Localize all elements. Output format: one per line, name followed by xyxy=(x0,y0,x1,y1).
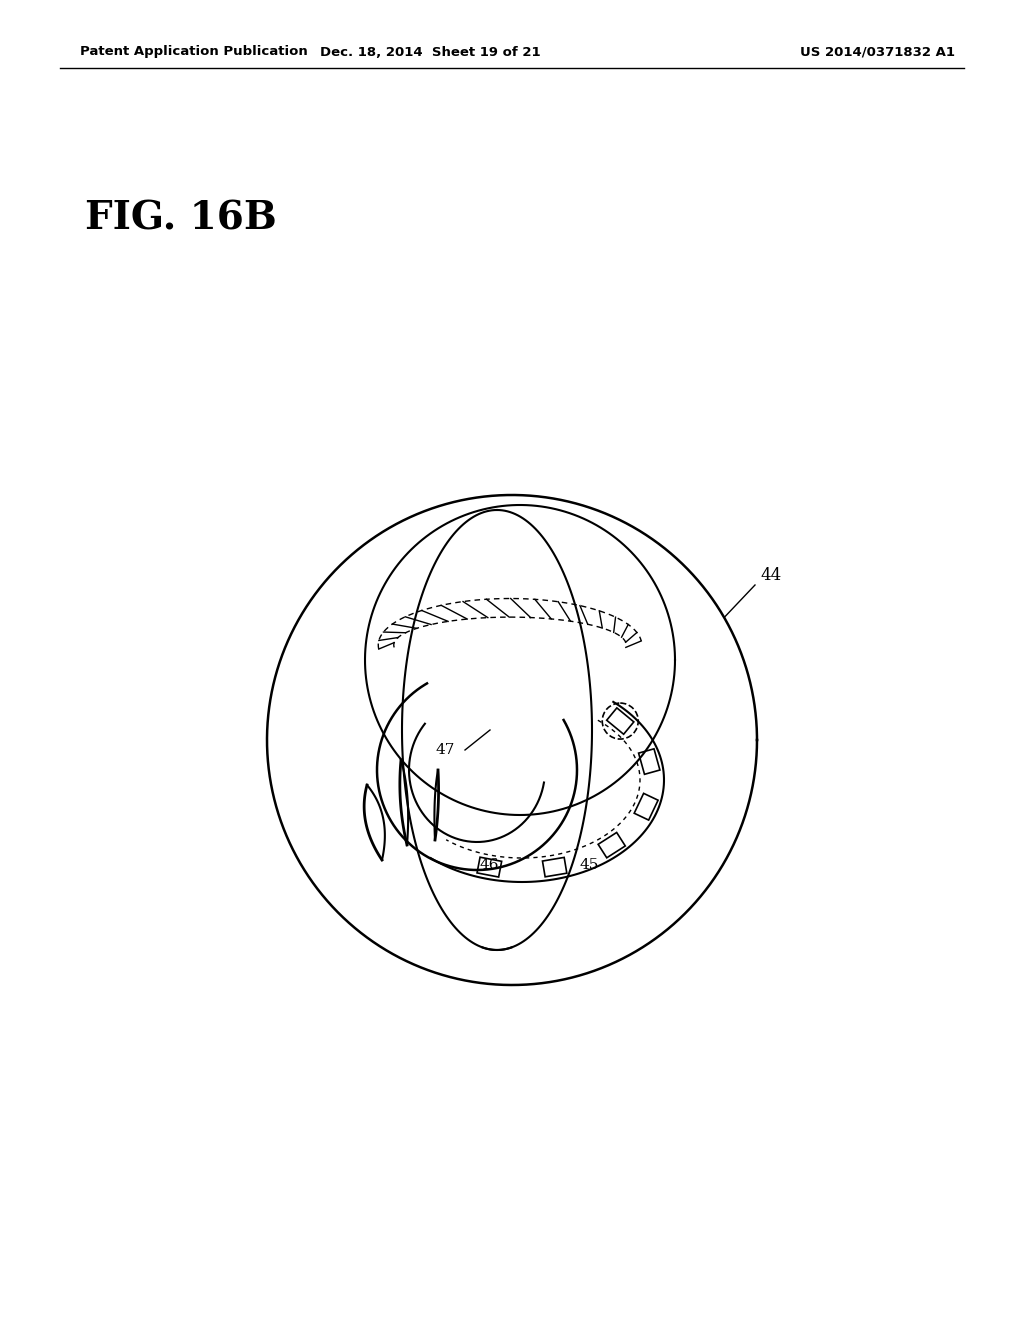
Text: 46: 46 xyxy=(480,858,500,873)
Text: FIG. 16B: FIG. 16B xyxy=(85,201,276,238)
Bar xyxy=(634,793,658,820)
Bar xyxy=(606,708,634,734)
Bar xyxy=(477,857,502,876)
Bar xyxy=(639,748,659,775)
Text: 47: 47 xyxy=(435,743,455,756)
Text: US 2014/0371832 A1: US 2014/0371832 A1 xyxy=(800,45,955,58)
Text: 45: 45 xyxy=(580,858,599,873)
Bar xyxy=(598,833,626,858)
Bar xyxy=(543,858,567,876)
Text: Dec. 18, 2014  Sheet 19 of 21: Dec. 18, 2014 Sheet 19 of 21 xyxy=(319,45,541,58)
Text: Patent Application Publication: Patent Application Publication xyxy=(80,45,308,58)
Text: 44: 44 xyxy=(760,566,781,583)
